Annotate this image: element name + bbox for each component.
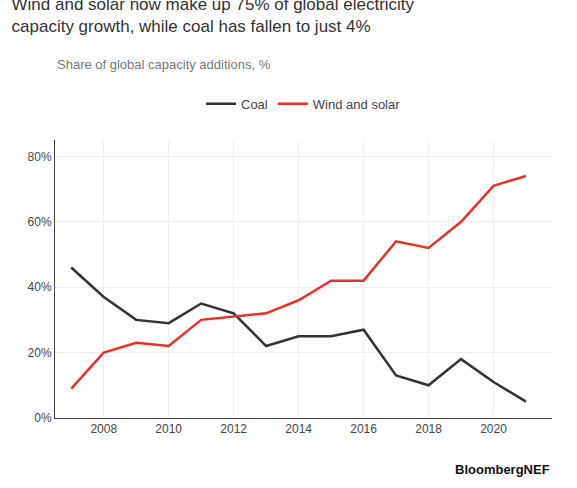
svg-text:80%: 80%: [28, 150, 52, 164]
svg-text:BloombergNEF: BloombergNEF: [455, 462, 550, 477]
svg-text:Wind and solar now make up 75%: Wind and solar now make up 75% of global…: [12, 0, 415, 36]
svg-text:Share of global capacity addit: Share of global capacity additions, %: [57, 57, 271, 72]
svg-text:Coal: Coal: [241, 97, 268, 112]
svg-text:2016: 2016: [350, 422, 377, 436]
svg-text:2020: 2020: [480, 422, 507, 436]
svg-text:2018: 2018: [415, 422, 442, 436]
svg-text:40%: 40%: [28, 280, 52, 294]
svg-text:Wind and solar: Wind and solar: [313, 97, 400, 112]
svg-text:0%: 0%: [34, 411, 52, 425]
svg-text:20%: 20%: [28, 346, 52, 360]
svg-text:2008: 2008: [90, 422, 117, 436]
svg-text:2010: 2010: [155, 422, 182, 436]
svg-text:2014: 2014: [285, 422, 312, 436]
svg-text:60%: 60%: [28, 215, 52, 229]
svg-text:2012: 2012: [220, 422, 247, 436]
